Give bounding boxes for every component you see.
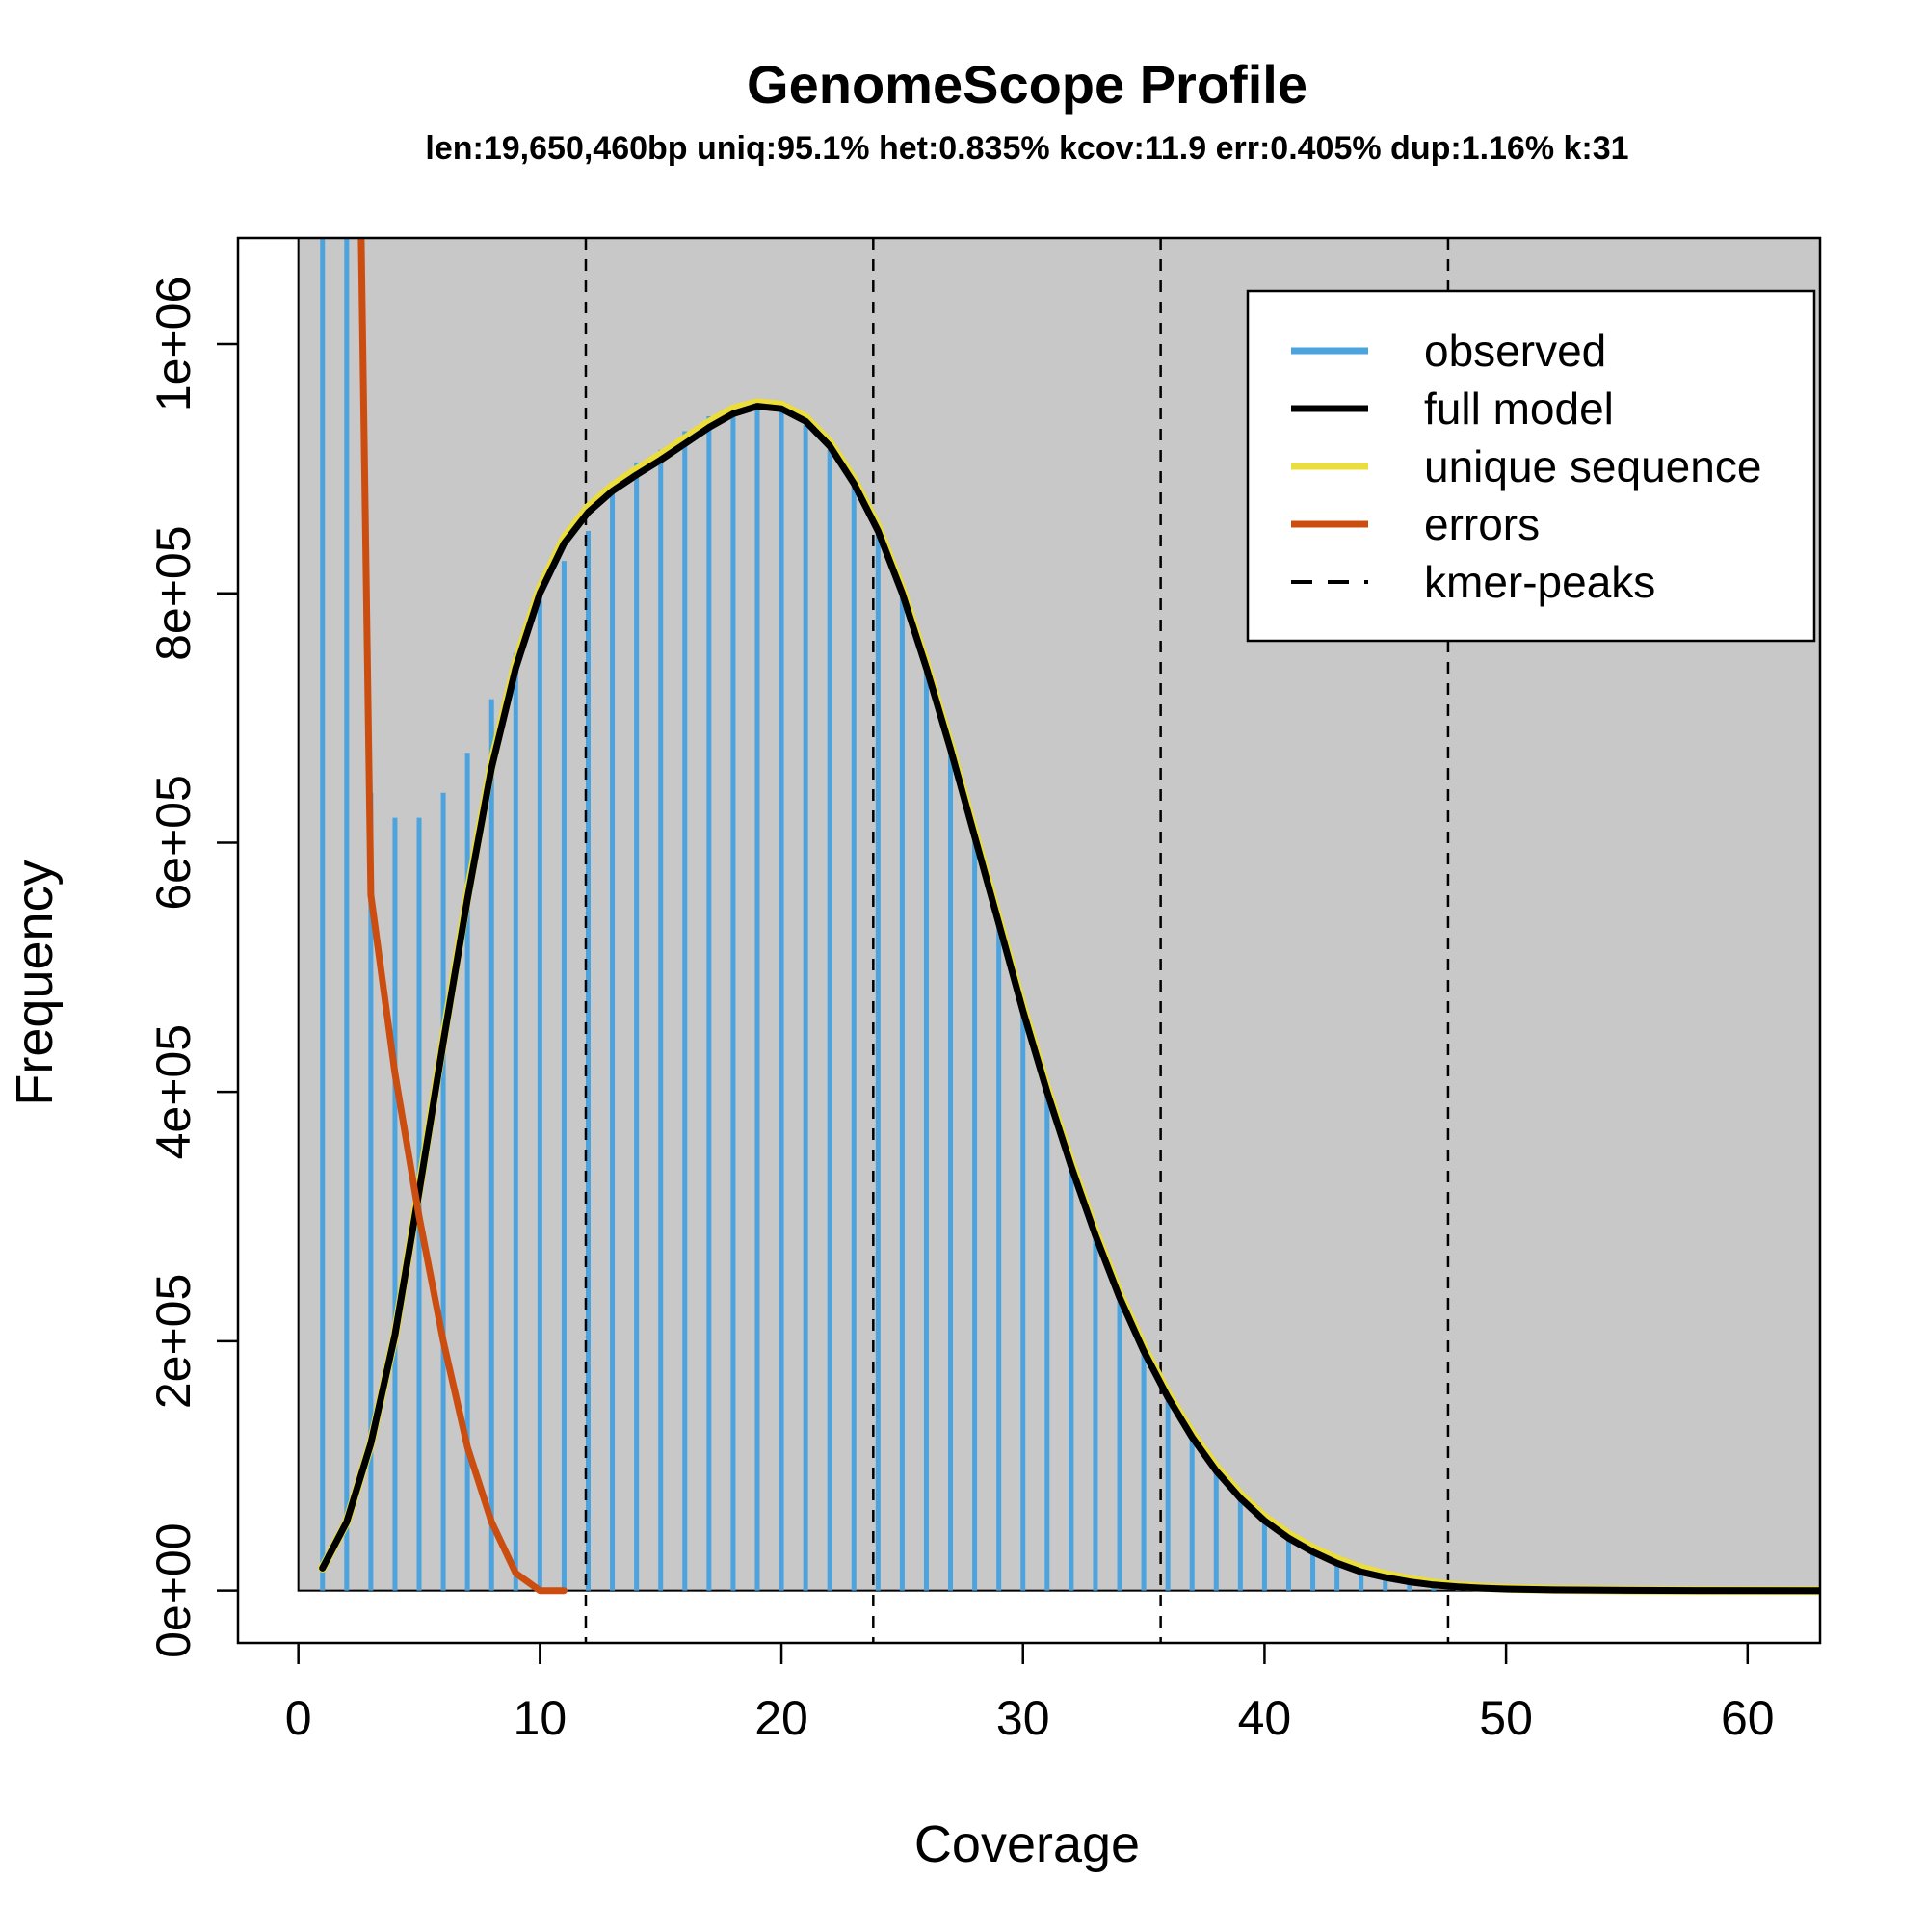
y-tick-label: 1e+06 — [146, 277, 200, 411]
chart-title: GenomeScope Profile — [747, 54, 1307, 115]
chart-subtitle: len:19,650,460bp uniq:95.1% het:0.835% k… — [425, 130, 1628, 167]
y-tick-label: 6e+05 — [146, 775, 200, 910]
axes: 0 10 20 30 40 50 60 0e+00 2e+05 4e+05 6e+05 8e+05 1e… — [146, 236, 1822, 1745]
legend-label-unique-sequence: unique sequence — [1424, 441, 1761, 491]
x-tick-label: 30 — [996, 1691, 1050, 1745]
x-axis-title: Coverage — [914, 1815, 1140, 1873]
x-tick-label: 20 — [754, 1691, 808, 1745]
x-tick-label: 40 — [1238, 1691, 1292, 1745]
x-tick-label: 10 — [514, 1691, 568, 1745]
errors-line — [357, 238, 568, 1595]
legend-label-full-model: full model — [1424, 384, 1614, 434]
legend-label-observed: observed — [1424, 326, 1606, 376]
x-tick-label: 60 — [1721, 1691, 1775, 1745]
y-tick-label: 4e+05 — [146, 1024, 200, 1159]
y-tick-label: 0e+00 — [146, 1522, 200, 1657]
legend-label-kmer-peaks: kmer-peaks — [1424, 557, 1655, 607]
full-model-line — [319, 403, 1820, 1595]
plot-frame — [236, 236, 1822, 1645]
y-tick-label: 2e+05 — [146, 1274, 200, 1409]
x-tick-label: 50 — [1479, 1691, 1533, 1745]
legend: observed full model unique sequence errors k… — [1246, 289, 1816, 643]
y-axis-title: Frequency — [6, 860, 64, 1105]
x-tick-label: 0 — [285, 1691, 312, 1745]
legend-label-errors: errors — [1424, 499, 1540, 549]
y-tick-label: 8e+05 — [146, 525, 200, 660]
